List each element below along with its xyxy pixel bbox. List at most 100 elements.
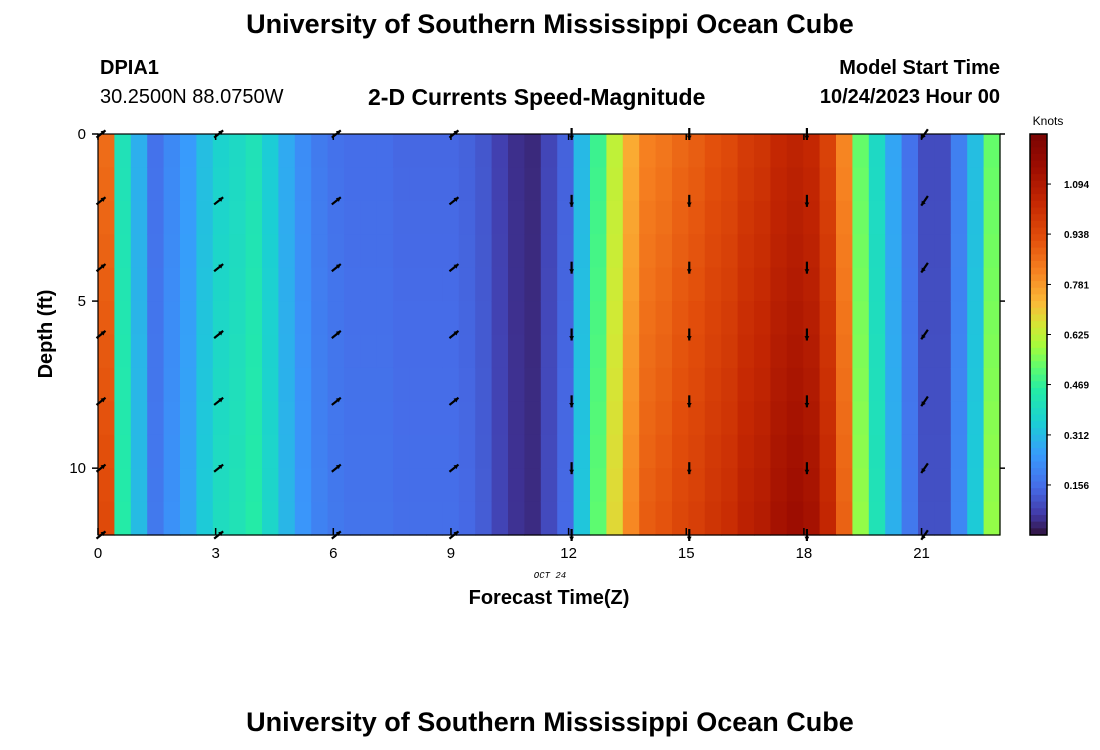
heatmap-cell — [885, 267, 903, 302]
heatmap-cell — [147, 434, 165, 469]
heatmap-cell — [573, 267, 591, 302]
heatmap-cell — [229, 401, 247, 436]
heatmap-cell — [294, 334, 312, 369]
current-arrow-head — [921, 401, 926, 407]
heatmap-cell — [770, 167, 788, 202]
heatmap-cell — [212, 434, 230, 469]
heatmap-cell — [672, 501, 689, 536]
heatmap-cell — [508, 334, 525, 369]
heatmap-cell — [918, 334, 935, 369]
heatmap-cell — [557, 501, 575, 536]
heatmap-cell — [262, 200, 279, 235]
heatmap-cell — [868, 301, 886, 336]
heatmap-cell — [262, 367, 279, 402]
heatmap-cell — [786, 468, 804, 503]
heatmap-cell — [852, 434, 870, 469]
heatmap-cell — [229, 367, 247, 402]
heatmap-cell — [704, 167, 722, 202]
current-arrow-head — [100, 464, 106, 470]
heatmap-cell — [426, 234, 443, 269]
heatmap-cell — [245, 501, 263, 536]
heatmap-cell — [458, 234, 476, 269]
heatmap-cell — [918, 401, 935, 436]
heatmap-cell — [442, 401, 460, 436]
heatmap-cell — [770, 200, 788, 235]
heatmap-cell — [180, 334, 197, 369]
heatmap-cell — [704, 267, 722, 302]
heatmap-cell — [180, 468, 197, 503]
heatmap-cell — [770, 267, 788, 302]
colorbar-segment — [1030, 347, 1047, 356]
heatmap-cell — [278, 434, 296, 469]
colorbar-segment — [1030, 240, 1047, 249]
heatmap-cell — [245, 434, 263, 469]
colorbar-segment — [1030, 408, 1047, 416]
heatmap-cell — [311, 501, 329, 536]
colorbar-segment — [1030, 314, 1047, 322]
heatmap-cell — [130, 401, 148, 436]
heatmap-cell — [885, 301, 903, 336]
heatmap-cell — [573, 301, 591, 336]
heatmap-cell — [524, 301, 542, 336]
current-arrow-head — [218, 464, 224, 470]
heatmap-cell — [573, 134, 591, 169]
heatmap-cell — [622, 234, 640, 269]
heatmap — [98, 134, 1001, 536]
heatmap-cell — [360, 401, 378, 436]
colorbar: Knots 1.094 0.938 0.781 0.625 0.469 0.312 0.156 — [1029, 114, 1089, 536]
heatmap-cell — [409, 200, 427, 235]
current-arrow-head — [100, 397, 106, 403]
current-arrow-head — [921, 133, 926, 139]
heatmap-cell — [311, 401, 329, 436]
heatmap-cell — [885, 234, 903, 269]
heatmap-cell — [704, 301, 722, 336]
x-axis-title: Forecast Time(Z) — [469, 587, 630, 609]
heatmap-cell — [360, 468, 378, 503]
heatmap-cell — [245, 134, 263, 169]
plot-frame — [97, 133, 1001, 536]
heatmap-cell — [376, 367, 394, 402]
colorbar-segment — [1030, 187, 1047, 195]
heatmap-cell — [311, 234, 329, 269]
heatmap-cell — [524, 401, 542, 436]
heatmap-cell — [885, 334, 903, 369]
current-arrow-head — [453, 197, 459, 202]
heatmap-cell — [918, 134, 935, 169]
heatmap-cell — [212, 501, 230, 536]
heatmap-cell — [950, 301, 968, 336]
heatmap-cell — [901, 468, 919, 503]
heatmap-cell — [180, 301, 197, 336]
heatmap-cell — [819, 334, 837, 369]
colorbar-segment — [1030, 387, 1047, 396]
heatmap-cell — [147, 267, 165, 302]
heatmap-cell — [475, 401, 493, 436]
heatmap-cell — [147, 501, 165, 536]
heatmap-cell — [114, 167, 132, 202]
heatmap-cell — [557, 334, 575, 369]
heatmap-cell — [163, 301, 181, 336]
heatmap-cell — [212, 134, 230, 169]
heatmap-cell — [540, 267, 558, 302]
heatmap-cell — [836, 234, 853, 269]
heatmap-cell — [409, 468, 427, 503]
current-arrows — [95, 128, 929, 541]
heatmap-cell — [754, 334, 771, 369]
colorbar-segment — [1030, 287, 1047, 295]
heatmap-cell — [458, 401, 476, 436]
heatmap-cell — [803, 367, 821, 402]
heatmap-cell — [639, 401, 657, 436]
heatmap-cell — [393, 134, 411, 169]
heatmap-cell — [114, 334, 132, 369]
heatmap-cell — [294, 167, 312, 202]
heatmap-cell — [245, 267, 263, 302]
heatmap-cell — [98, 267, 115, 302]
x-tick-label: 0 — [94, 545, 102, 562]
heatmap-cell — [540, 501, 558, 536]
heatmap-cell — [967, 468, 985, 503]
heatmap-cell — [278, 334, 296, 369]
current-arrow-head — [804, 336, 810, 341]
heatmap-cell — [885, 434, 903, 469]
heatmap-cell — [967, 167, 985, 202]
heatmap-cell — [934, 134, 952, 169]
heatmap-cell — [918, 167, 935, 202]
